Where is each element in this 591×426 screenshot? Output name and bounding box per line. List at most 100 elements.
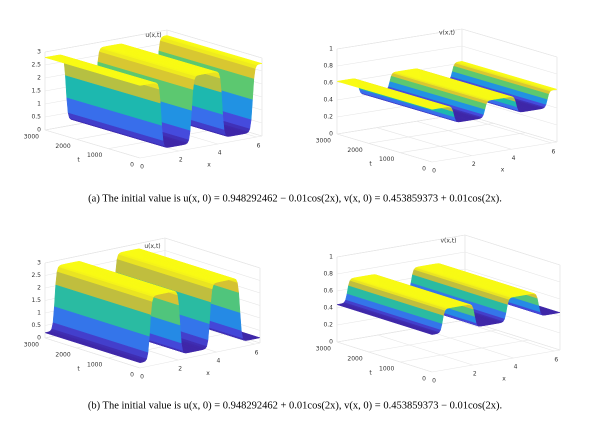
grid-line [139,135,263,159]
x-tick-label: 4 [216,358,220,365]
z-tick-label: 0 [37,127,41,134]
x-tick-label: 4 [218,149,222,156]
x-tick-label: 6 [257,142,261,149]
x-tick-label: 2 [472,161,476,168]
grid-line [44,237,261,269]
t-tick-label: 3000 [24,342,39,349]
z-tick-label: 1.5 [31,88,41,95]
z-tick-label: 1 [37,101,41,108]
grid-line [336,28,558,58]
grid-line [376,127,472,156]
t-tick-label: 2000 [347,356,362,363]
x-axis-label: x [501,167,505,174]
x-tick-label: 0 [432,378,436,385]
x-tick-label: 2 [179,156,183,163]
grid-line [336,319,466,343]
t-tick-label: 2000 [347,147,362,154]
t-axis-label: t [77,157,80,164]
grid-line [431,141,558,163]
surface-strip [336,80,434,110]
t-tick-label: 0 [130,372,134,379]
grid-line [44,129,141,159]
z-tick-label: 0 [329,339,333,346]
z-tick-label: 2.5 [31,62,41,69]
z-tick-label: 1 [37,310,41,317]
x-axis-label: x [207,162,211,169]
x-tick-label: 4 [514,363,518,370]
grid-line [44,29,263,59]
grid-line [368,123,494,144]
t-tick-label: 0 [422,166,426,173]
grid-line [44,337,141,369]
z-tick-label: 0.5 [31,322,41,329]
z-tick-label: 0.2 [323,114,333,121]
t-axis-label: t [369,161,372,168]
x-tick-label: 6 [551,148,555,155]
t-tick-label: 1000 [379,366,394,373]
z-tick-label: 0.2 [323,322,333,329]
grid-line [377,334,473,366]
x-tick-label: 6 [554,356,558,363]
grid-line [431,349,561,373]
t-tick-label: 2000 [55,143,70,150]
surface-strip [336,304,434,335]
t-tick-label: 1000 [87,152,102,159]
z-tick-label: 3 [37,49,41,56]
z-tick-label: 0.6 [323,288,333,295]
z-tick-label: 1 [329,254,333,261]
caption: (b) The initial value is u(x, 0) = 0.948… [88,400,502,411]
grid-line [336,341,433,373]
z-tick-label: 1.5 [31,297,41,304]
t-tick-label: 3000 [316,138,331,145]
x-axis-label: x [206,370,210,377]
z-tick-label: 0.5 [31,114,41,121]
grid-line [139,342,261,369]
t-tick-label: 3000 [24,134,39,141]
grid-line [459,320,555,352]
panel-title: v(x,t) [439,29,455,36]
z-tick-label: 2 [37,285,41,292]
grid-line [336,251,561,283]
surface-strip [44,332,143,363]
t-tick-label: 0 [422,376,426,383]
x-tick-label: 0 [432,168,436,175]
grid-line [368,329,497,353]
x-axis-label: x [502,376,506,383]
z-tick-label: 2 [37,75,41,82]
x-tick-label: 0 [140,164,144,171]
panel-title: u(x,t) [145,32,161,39]
grid-line [336,234,561,266]
z-tick-label: 0.8 [323,63,333,70]
t-tick-label: 2000 [55,352,70,359]
z-tick-label: 0 [329,131,333,138]
grid-line [336,113,463,135]
grid-line [336,45,558,75]
t-axis-label: t [369,370,372,377]
t-tick-label: 3000 [316,346,331,353]
grid-line [336,133,433,163]
surface-strip [44,56,142,86]
t-tick-label: 1000 [87,362,102,369]
t-tick-label: 1000 [379,156,394,163]
z-tick-label: 0.8 [323,271,333,278]
z-tick-label: 1 [329,46,333,53]
x-tick-label: 6 [255,350,259,357]
x-tick-label: 4 [512,155,516,162]
z-tick-label: 0 [37,335,41,342]
x-tick-label: 2 [178,366,182,373]
x-tick-label: 0 [140,374,144,381]
grid-line [400,339,529,363]
t-axis-label: t [77,366,80,373]
caption: (a) The initial value is u(x, 0) = 0.948… [88,193,502,204]
z-tick-label: 0.6 [323,80,333,87]
panel-title: u(x,t) [144,243,160,250]
grid-line [416,120,512,150]
z-tick-label: 3 [37,260,41,267]
grid-line [400,132,526,153]
x-tick-label: 2 [473,370,477,377]
